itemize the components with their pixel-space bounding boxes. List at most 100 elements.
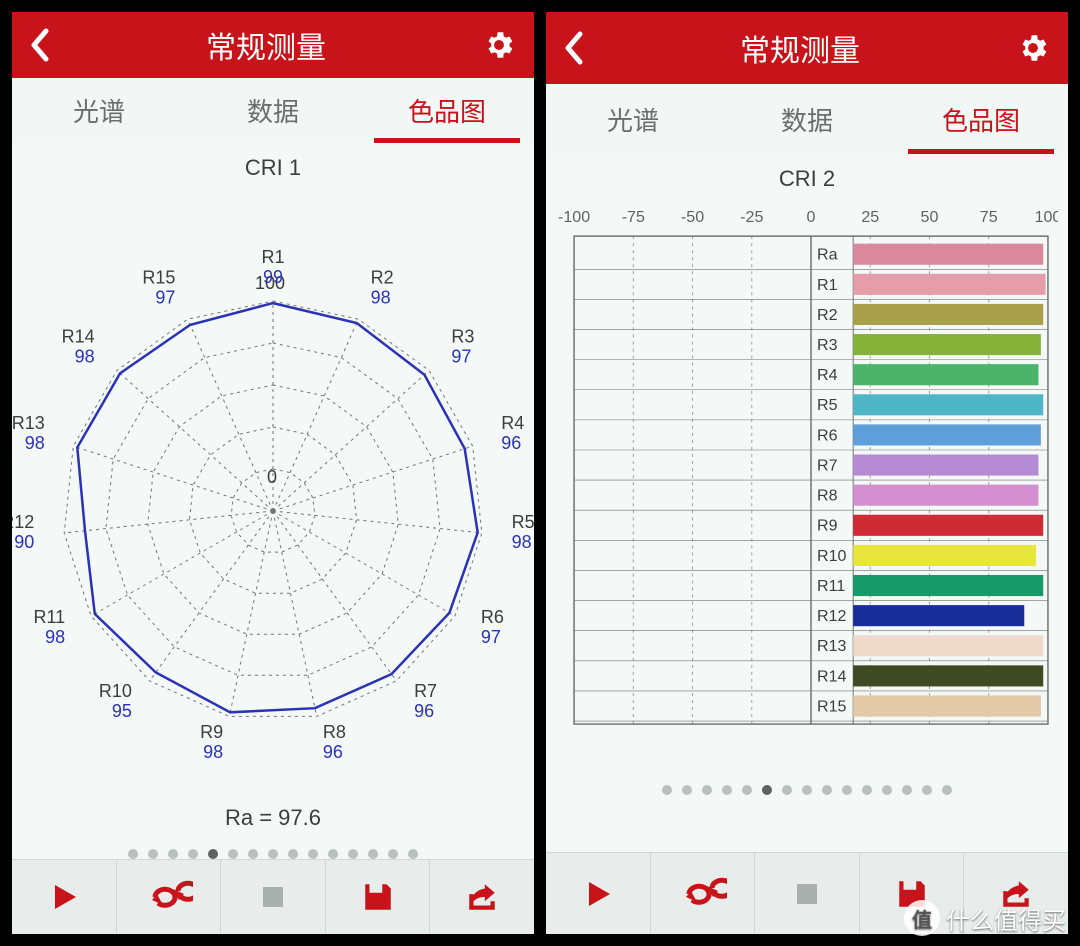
header-title: 常规测量 [740,26,860,70]
page-dot[interactable] [682,785,692,795]
page-dot[interactable] [762,785,772,795]
page-dot[interactable] [702,785,712,795]
content-left: CRI 1 0100R199R298R397R496R598R697R796R8… [12,143,534,859]
tab-spectrum[interactable]: 光谱 [12,78,186,142]
loop-button[interactable] [117,860,222,934]
page-dot[interactable] [882,785,892,795]
svg-text:0: 0 [807,208,816,226]
tabs: 光谱 数据 色品图 [546,84,1068,154]
page-dot[interactable] [168,849,178,859]
page-dot[interactable] [922,785,932,795]
page-dot[interactable] [268,849,278,859]
phone-left: 常规测量 光谱 数据 色品图 CRI 1 0100R199R298R397R49… [10,10,536,936]
stop-button[interactable] [221,860,326,934]
page-dot[interactable] [208,849,218,859]
page-dot[interactable] [842,785,852,795]
play-button[interactable] [546,853,651,934]
page-dot[interactable] [862,785,872,795]
svg-text:R2: R2 [371,267,394,287]
stop-button[interactable] [755,853,860,934]
page-dot[interactable] [408,849,418,859]
svg-text:R14: R14 [62,326,95,346]
svg-text:R11: R11 [817,577,845,595]
page-dot[interactable] [228,849,238,859]
tab-chromaticity[interactable]: 色品图 [894,84,1068,154]
page-dot[interactable] [662,785,672,795]
svg-text:99: 99 [263,267,283,287]
page-dot[interactable] [802,785,812,795]
svg-text:98: 98 [371,287,391,307]
svg-text:R13: R13 [12,412,45,432]
play-button[interactable] [12,860,117,934]
svg-text:R5: R5 [817,396,838,414]
chart-title-right: CRI 2 [546,166,1068,192]
page-dot[interactable] [742,785,752,795]
tab-spectrum[interactable]: 光谱 [546,84,720,154]
svg-text:50: 50 [921,208,939,226]
tab-data[interactable]: 数据 [186,78,360,142]
gear-icon[interactable] [482,28,516,62]
header: 常规测量 [12,12,534,78]
svg-text:25: 25 [861,208,879,226]
svg-text:R6: R6 [481,607,504,627]
svg-text:R8: R8 [817,487,838,505]
svg-text:R3: R3 [817,336,838,354]
page-dot[interactable] [782,785,792,795]
page-dot[interactable] [128,849,138,859]
svg-text:0: 0 [267,467,277,487]
svg-text:98: 98 [203,741,223,761]
page-dot[interactable] [942,785,952,795]
page-indicator-right [546,785,1068,795]
tab-data[interactable]: 数据 [720,84,894,154]
gear-icon[interactable] [1016,31,1050,65]
svg-text:R15: R15 [817,697,847,715]
svg-text:97: 97 [451,346,471,366]
svg-text:Ra: Ra [817,246,838,264]
page-dot[interactable] [308,849,318,859]
svg-text:97: 97 [155,287,175,307]
svg-text:R15: R15 [142,267,175,287]
svg-text:98: 98 [512,532,532,552]
tab-chromaticity[interactable]: 色品图 [360,78,534,142]
watermark-text: 什么值得买 [946,901,1066,936]
content-right: CRI 2 -100-75-50-250255075100RaR1R2R3R4R… [546,154,1068,852]
svg-text:R8: R8 [323,721,346,741]
svg-text:R13: R13 [817,637,847,655]
page-dot[interactable] [248,849,258,859]
share-button[interactable] [430,860,534,934]
back-icon[interactable] [564,31,584,65]
page-dot[interactable] [348,849,358,859]
svg-text:R14: R14 [817,667,847,685]
svg-text:R5: R5 [512,512,534,532]
page-dot[interactable] [288,849,298,859]
chart-title-left: CRI 1 [12,155,534,181]
svg-text:98: 98 [45,627,65,647]
svg-text:-100: -100 [558,208,590,226]
tabs: 光谱 数据 色品图 [12,78,534,142]
svg-text:R3: R3 [451,326,474,346]
svg-text:96: 96 [501,432,521,452]
svg-text:R11: R11 [33,607,65,627]
svg-text:98: 98 [75,346,95,366]
svg-text:90: 90 [14,532,34,552]
page-dot[interactable] [328,849,338,859]
toolbar [12,859,534,934]
radar-chart: 0100R199R298R397R496R598R697R796R896R998… [12,181,534,801]
watermark-badge: 值 [904,900,940,936]
back-icon[interactable] [30,28,50,62]
page-dot[interactable] [822,785,832,795]
save-button[interactable] [326,860,431,934]
svg-text:-50: -50 [681,208,704,226]
header-title: 常规测量 [206,23,326,67]
page-dot[interactable] [148,849,158,859]
svg-text:R4: R4 [501,412,524,432]
loop-button[interactable] [651,853,756,934]
page-dot[interactable] [902,785,912,795]
page-dot[interactable] [722,785,732,795]
page-dot[interactable] [188,849,198,859]
svg-text:R7: R7 [817,456,838,474]
page-dot[interactable] [388,849,398,859]
svg-text:R2: R2 [817,306,838,324]
svg-text:R9: R9 [817,517,838,535]
page-dot[interactable] [368,849,378,859]
